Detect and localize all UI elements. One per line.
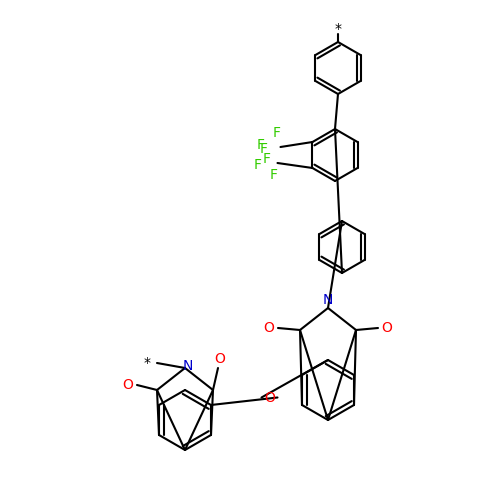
Text: N: N [323, 293, 333, 307]
Text: *: * [144, 356, 150, 370]
Text: F: F [270, 168, 278, 182]
Text: O: O [214, 352, 226, 366]
Text: O: O [264, 321, 274, 335]
Text: F: F [260, 142, 268, 156]
Text: O: O [264, 390, 275, 404]
Text: O: O [122, 378, 134, 392]
Text: F: F [256, 138, 264, 152]
Text: *: * [334, 22, 342, 36]
Text: F: F [272, 126, 280, 140]
Text: N: N [183, 359, 193, 373]
Text: O: O [382, 321, 392, 335]
Text: F: F [254, 158, 262, 172]
Text: F: F [262, 152, 270, 166]
